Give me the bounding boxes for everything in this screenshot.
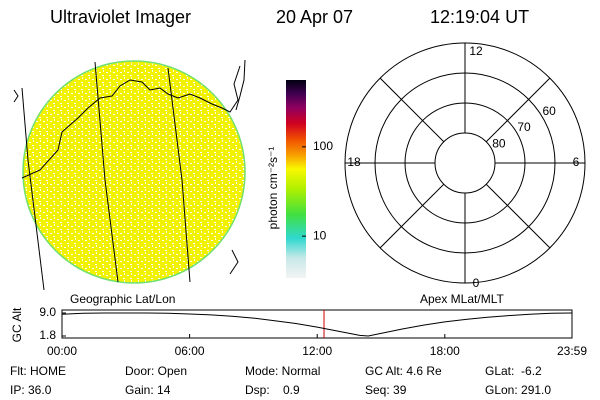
uv-image [13,59,246,291]
status-field: Dsp: 0.9 [245,383,300,397]
status-field: Seq: 39 [365,383,407,397]
status-field: IP: 36.0 [10,383,52,397]
earth-disk [22,60,246,284]
y-tick-label: 9.0 [39,305,56,319]
status-field: Gain: 14 [125,383,171,397]
meridian [94,61,119,283]
polar-spoke [485,183,551,249]
polar-spoke [379,183,445,249]
colorbar-label: photon cm⁻²s⁻¹ [266,147,280,230]
y-tick-label: 1.8 [39,328,56,342]
status-field: GC Alt: 4.6 Re [365,364,442,378]
status-field: GLat: -6.2 [485,364,542,378]
coastline [235,59,246,111]
time: 12:19:04 UT [430,7,529,27]
polar-spoke [485,77,551,143]
title: Ultraviolet Imager [50,7,191,27]
x-tick-label: 23:59 [557,344,587,358]
lat-label: 80 [492,136,506,150]
panel-label: Geographic Lat/Lon [70,292,175,306]
x-tick-label: 12:00 [302,344,332,358]
altitude-curve [61,312,573,337]
colorbar-tick-label: 100 [313,139,333,153]
panel-label: Apex MLat/MLT [420,292,504,306]
date: 20 Apr 07 [276,7,353,27]
meridian [21,87,45,291]
coastline [13,89,19,103]
mlt-label: 6 [573,155,580,169]
status-field: Door: Open [125,364,187,378]
colorbar-tick-label: 10 [313,228,327,242]
status-field: Flt: HOME [10,364,66,378]
x-tick-label: 00:00 [47,344,77,358]
polar-spoke [379,77,445,143]
lat-label: 60 [543,104,557,118]
altitude-frame [61,309,573,339]
coastline [21,65,241,179]
polar-ring [434,132,496,194]
lat-label: 70 [517,120,531,134]
x-tick-label: 06:00 [175,344,205,358]
altitude-label: GC Alt [10,307,24,342]
status-field: Mode: Normal [245,364,320,378]
coastline [229,249,239,275]
status-field: GLon: 291.0 [485,383,551,397]
colorbar [286,80,306,278]
x-tick-label: 18:00 [430,344,460,358]
meridian [167,67,191,283]
mlt-label: 0 [473,276,480,290]
mlt-label: 12 [469,44,483,58]
mlt-label: 18 [347,155,361,169]
